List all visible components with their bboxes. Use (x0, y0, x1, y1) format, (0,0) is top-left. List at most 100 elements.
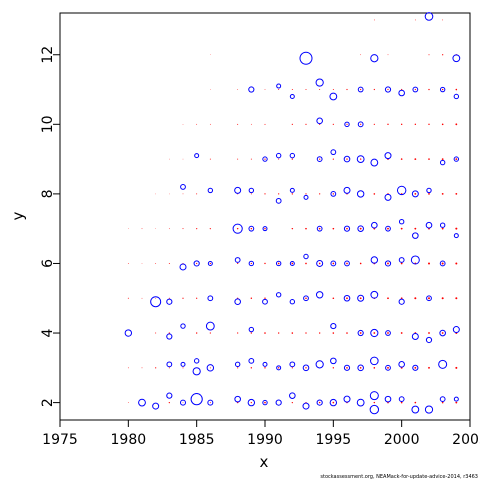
blue-data-point (262, 156, 268, 162)
blue-data-point (234, 395, 241, 403)
red-data-point (250, 402, 252, 404)
red-data-point (360, 88, 362, 91)
blue-data-point (398, 361, 405, 368)
blue-data-point (357, 329, 364, 337)
red-data-point (346, 158, 348, 160)
blue-data-point (302, 364, 310, 372)
red-data-point (209, 158, 211, 160)
red-data-point (127, 402, 129, 404)
red-data-point (169, 193, 170, 195)
blue-data-point (303, 194, 309, 200)
red-data-point (182, 228, 184, 230)
red-data-point (237, 367, 239, 369)
blue-data-point (426, 295, 432, 302)
red-data-point (414, 297, 417, 300)
blue-data-point (275, 399, 282, 406)
blue-data-point (330, 190, 337, 197)
y-tick-label: 2 (40, 398, 56, 407)
red-data-point (441, 227, 444, 230)
red-data-point (387, 332, 389, 334)
blue-data-point (344, 121, 350, 128)
red-data-point (428, 262, 430, 265)
red-data-point (441, 88, 444, 91)
blue-data-point (356, 398, 365, 407)
red-data-point (141, 228, 143, 230)
red-data-point (250, 193, 252, 195)
x-axis: 1975 1980 1985 1990 1995 2000 2005 (42, 419, 480, 448)
red-data-point (237, 89, 239, 90)
red-data-point (346, 227, 348, 230)
blue-data-point (303, 295, 309, 302)
red-data-point (305, 193, 307, 195)
blue-data-point (180, 361, 186, 367)
x-tick-label: 2005 (452, 432, 480, 448)
blue-data-point (343, 364, 351, 371)
red-data-point (428, 123, 430, 126)
blue-data-point (166, 392, 173, 399)
blue-data-point (180, 399, 186, 406)
red-data-point (291, 193, 294, 195)
blue-data-point (343, 225, 351, 232)
red-data-point (209, 367, 211, 369)
red-data-point (373, 193, 376, 195)
red-data-point (182, 402, 184, 404)
red-data-point (414, 192, 417, 195)
red-data-point (291, 158, 293, 160)
blue-data-point (439, 222, 446, 228)
red-data-point (250, 158, 252, 160)
blue-data-point (248, 187, 255, 194)
red-data-point (264, 401, 266, 404)
red-data-point (428, 332, 430, 334)
red-data-point (441, 262, 444, 265)
red-data-point (387, 88, 389, 91)
blue-data-point (384, 86, 392, 93)
blue-data-point (316, 117, 323, 125)
blue-data-point (289, 93, 295, 99)
blue-data-point (275, 152, 282, 159)
red-data-point (141, 367, 143, 369)
blue-data-point (315, 78, 324, 87)
red-series (127, 19, 458, 404)
blue-data-point (412, 232, 419, 239)
red-data-point (428, 192, 430, 195)
red-data-point (346, 262, 348, 265)
red-data-point (319, 193, 321, 195)
red-data-point (209, 123, 211, 125)
red-data-point (169, 158, 170, 160)
red-data-point (442, 19, 444, 21)
red-data-point (414, 401, 417, 404)
blue-data-point (248, 225, 255, 232)
red-data-point (455, 297, 458, 300)
blue-data-point (180, 184, 186, 190)
red-data-point (400, 401, 403, 404)
y-axis-title: y (9, 211, 27, 220)
blue-data-point (262, 399, 268, 406)
blue-data-point (357, 121, 364, 128)
red-data-point (455, 262, 458, 265)
x-tick-label: 2000 (384, 432, 420, 448)
blue-data-point (344, 260, 350, 267)
y-tick-label: 8 (40, 189, 56, 198)
blue-data-point (356, 190, 365, 198)
red-data-point (305, 227, 307, 230)
red-data-point (319, 158, 321, 160)
red-data-point (414, 88, 416, 91)
blue-data-point (453, 93, 460, 100)
red-data-point (400, 332, 403, 334)
red-data-point (346, 367, 348, 369)
red-data-point (291, 123, 293, 125)
red-data-point (387, 297, 389, 300)
blue-data-point (343, 395, 351, 403)
red-data-point (291, 262, 294, 265)
red-data-point (291, 367, 293, 369)
red-data-point (168, 297, 170, 299)
red-data-point (141, 263, 143, 264)
blue-data-point (166, 333, 173, 340)
blue-data-point (166, 361, 173, 368)
red-data-point (237, 262, 239, 265)
red-data-point (264, 193, 266, 195)
red-data-point (359, 227, 362, 230)
blue-data-point (207, 399, 214, 406)
red-data-point (155, 193, 156, 195)
red-data-point (277, 367, 280, 369)
